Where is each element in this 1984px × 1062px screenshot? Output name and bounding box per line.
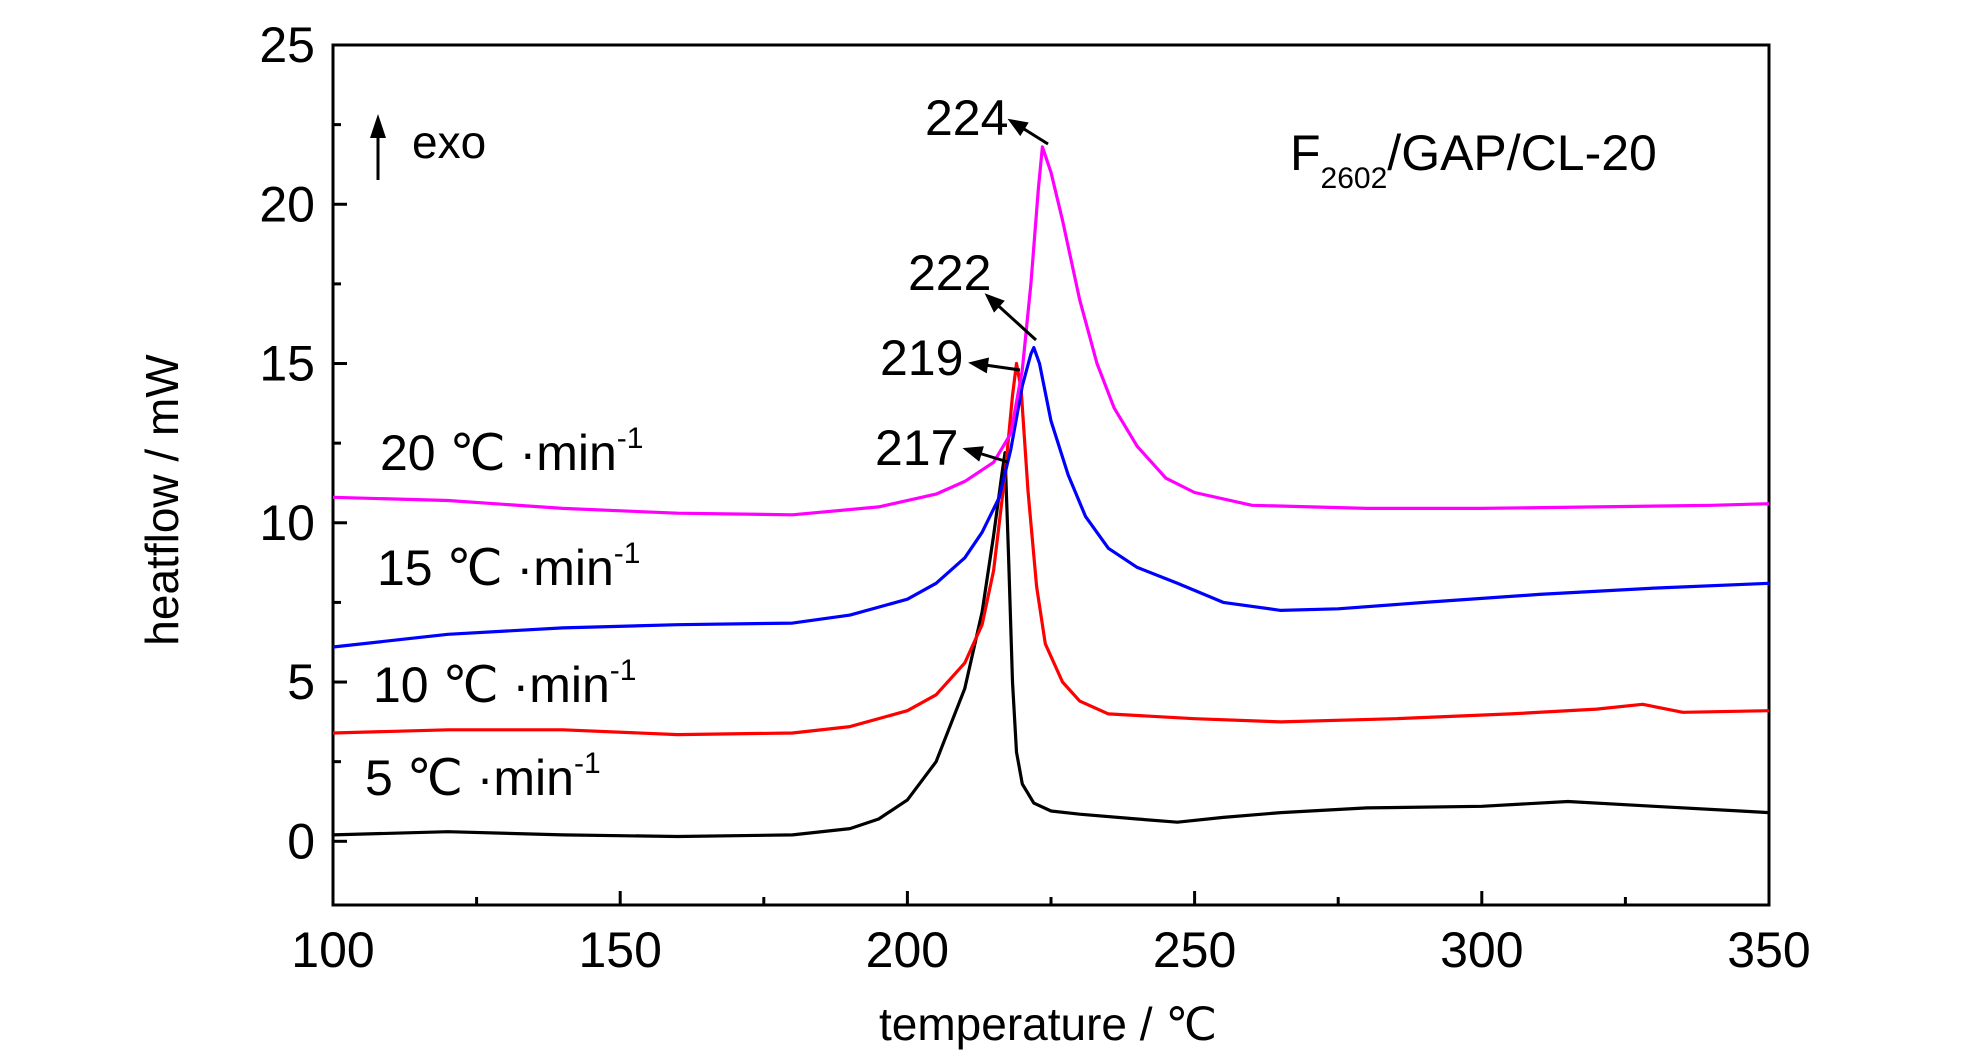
rate-exponent: -1 [617, 422, 644, 455]
rate-label-5: 5 ℃ ·min-1 [365, 747, 601, 806]
rate-value: 5 [365, 750, 407, 806]
exo-label: exo [412, 116, 486, 168]
x-tick-label: 150 [578, 922, 661, 978]
y-tick-label: 20 [259, 176, 315, 232]
x-tick-label: 350 [1727, 922, 1810, 978]
rate-unit: ℃ ·min [407, 750, 574, 806]
rate-unit: ℃ ·min [443, 657, 610, 713]
rate-value: 20 [380, 425, 450, 481]
x-tick-label: 300 [1440, 922, 1523, 978]
rate-label-20: 20 ℃ ·min-1 [380, 422, 643, 481]
y-tick-label: 10 [259, 495, 315, 551]
rate-value: 15 [377, 540, 447, 596]
series-line-15 [332, 346, 1770, 649]
rate-exponent: -1 [574, 747, 601, 780]
sample-name: F2602/GAP/CL-20 [1290, 125, 1657, 195]
sample-name-main: F [1290, 125, 1321, 181]
series-curves [332, 145, 1770, 839]
x-tick-label: 100 [291, 922, 374, 978]
rate-value: 10 [373, 657, 443, 713]
x-tick-label: 200 [866, 922, 949, 978]
exo-annotation: exo [370, 114, 486, 180]
y-tick-label: 15 [259, 336, 315, 392]
rate-exponent: -1 [610, 654, 637, 687]
rate-unit: ℃ ·min [447, 540, 614, 596]
peak-arrowhead-217 [962, 446, 984, 462]
sample-name-rest: /GAP/CL-20 [1387, 125, 1657, 181]
rate-label-15: 15 ℃ ·min-1 [377, 537, 640, 596]
peak-label-222: 222 [908, 245, 991, 301]
sample-name-subscript: 2602 [1321, 162, 1388, 195]
y-tick-label: 0 [287, 813, 315, 869]
rate-exponent: -1 [614, 537, 641, 570]
rate-label-10: 10 ℃ ·min-1 [373, 654, 636, 713]
series-line-20 [332, 145, 1770, 517]
x-tick-label: 250 [1153, 922, 1236, 978]
rate-unit: ℃ ·min [450, 425, 617, 481]
y-tick-label: 25 [259, 17, 315, 73]
y-tick-label: 5 [287, 654, 315, 710]
x-axis-label: temperature / ℃ [879, 998, 1217, 1050]
peak-arrowhead-224 [1007, 118, 1029, 137]
peak-label-217: 217 [875, 420, 958, 476]
peak-arrowhead-219 [968, 357, 990, 374]
series-line-5 [332, 451, 1770, 839]
y-axis-label: heatflow / mW [136, 354, 188, 646]
exo-arrow-head [370, 114, 386, 138]
peak-label-219: 219 [880, 330, 963, 386]
peak-arrowhead-222 [984, 293, 1005, 313]
peak-label-224: 224 [925, 90, 1008, 146]
